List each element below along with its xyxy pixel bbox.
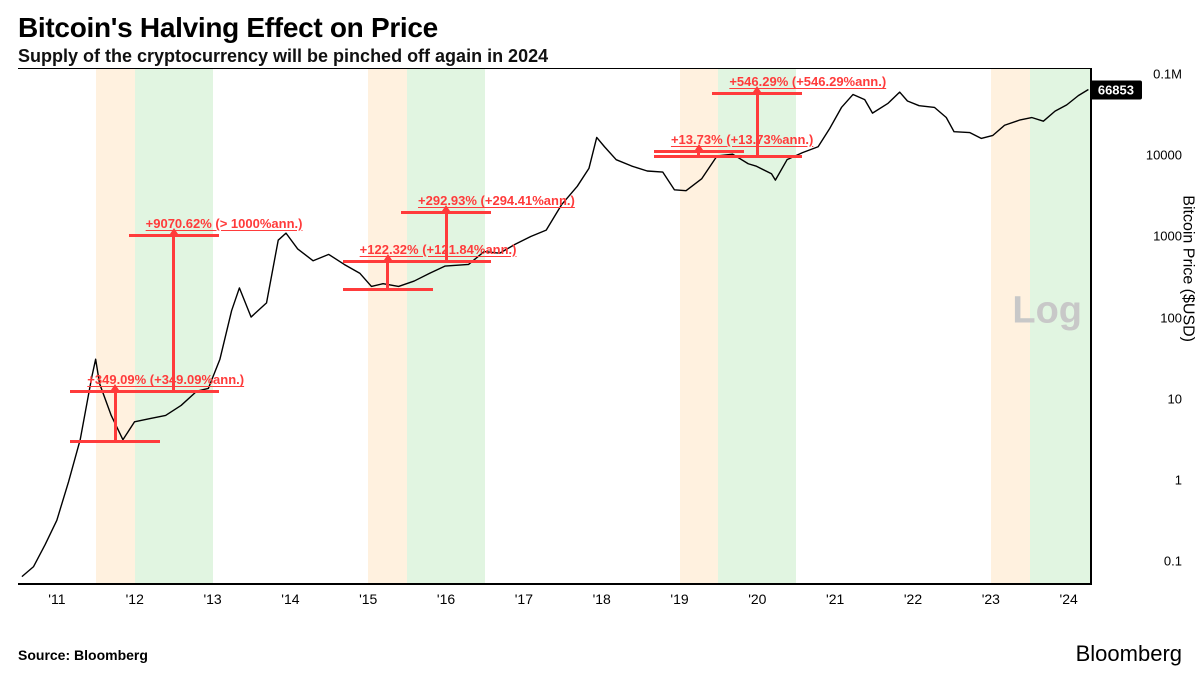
chart-area: +349.09% (+349.09%ann.)+9070.62% (> 1000… <box>18 68 1182 615</box>
chart-title: Bitcoin's Halving Effect on Price <box>18 12 1182 44</box>
x-tick-label: '12 <box>126 591 144 607</box>
x-tick-label: '13 <box>203 591 221 607</box>
x-tick-label: '22 <box>904 591 922 607</box>
x-tick-label: '19 <box>670 591 688 607</box>
x-tick-label: '15 <box>359 591 377 607</box>
x-axis: '11 '12 '13 '14 '15 '16 '17 '18 '19 '20 '21 '22 '23 '… <box>18 585 1092 615</box>
x-tick-label: '16 <box>437 591 455 607</box>
y-tick-label: 10000 <box>1146 148 1182 163</box>
x-tick-label: '24 <box>1060 591 1078 607</box>
x-tick-label: '17 <box>515 591 533 607</box>
y-tick-label: 1 <box>1175 472 1182 487</box>
source-label: Source: Bloomberg <box>18 647 148 663</box>
y-tick-label: 0.1M <box>1153 67 1182 82</box>
x-tick-label: '18 <box>593 591 611 607</box>
price-line <box>18 69 1090 583</box>
x-tick-label: '11 <box>48 591 65 607</box>
x-tick-label: '23 <box>982 591 1000 607</box>
x-tick-label: '21 <box>826 591 844 607</box>
y-tick-label: 10 <box>1168 391 1182 406</box>
y-tick-label: 0.1 <box>1164 553 1182 568</box>
y-axis-label: Bitcoin Price ($USD) <box>1179 195 1197 342</box>
plot: +349.09% (+349.09%ann.)+9070.62% (> 1000… <box>18 68 1092 585</box>
brand-label: Bloomberg <box>1076 641 1182 667</box>
y-axis: 0.11101001000100000.1M <box>1092 68 1132 585</box>
x-tick-label: '20 <box>748 591 766 607</box>
y-tick-label: 1000 <box>1153 229 1182 244</box>
x-tick-label: '14 <box>281 591 299 607</box>
chart-subtitle: Supply of the cryptocurrency will be pin… <box>18 46 1182 67</box>
